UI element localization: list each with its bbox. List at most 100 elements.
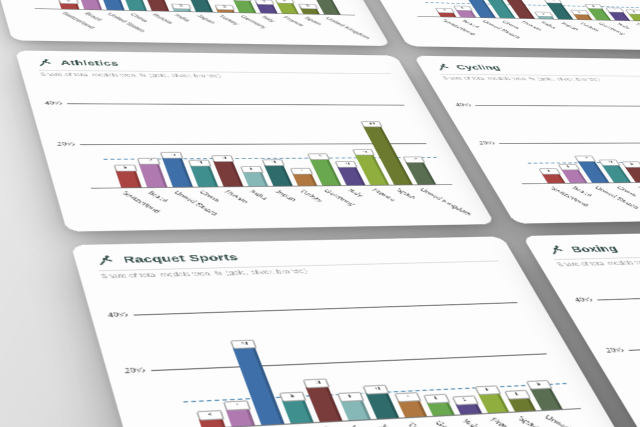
bar-germany[interactable]: 14	[307, 153, 341, 186]
average-line	[103, 157, 438, 160]
bar-china[interactable]: 9	[279, 391, 313, 424]
bar-switzerland[interactable]: 4	[196, 410, 225, 427]
x-axis-label: China	[197, 189, 222, 204]
bar-france[interactable]: 8	[274, 0, 299, 14]
bar-switzerland[interactable]: 6	[538, 167, 565, 184]
bar-france[interactable]: 8	[474, 385, 509, 413]
bar-russia[interactable]: 13	[302, 378, 342, 422]
bar-india[interactable]: 3	[534, 11, 554, 19]
bar-spain[interactable]: 6	[504, 389, 536, 412]
bar-switzerland[interactable]: 5	[58, 0, 79, 10]
y-axis-tick: 20%	[477, 140, 496, 146]
bar-russia[interactable]: 16	[502, 0, 535, 19]
bar-germany[interactable]: 9	[584, 3, 611, 21]
x-axis-line	[166, 408, 582, 427]
bar-china[interactable]: 11	[188, 159, 218, 187]
bar-spain[interactable]: 5	[297, 3, 320, 15]
bar-italy[interactable]: 7	[605, 7, 630, 21]
bar-united-states[interactable]: 28	[230, 339, 284, 425]
bar-turkey[interactable]: 3	[214, 4, 236, 13]
bar-united-kingdom[interactable]: 11	[314, 0, 341, 15]
bar-united-states[interactable]: 12	[574, 155, 609, 183]
header-divider	[553, 250, 640, 260]
bar-brazil[interactable]: 8	[557, 163, 587, 183]
bar-russia[interactable]: 10	[144, 0, 169, 12]
card-header: Boxing	[545, 238, 640, 256]
bar-spain[interactable]: 30	[360, 121, 413, 185]
bar-value-badge: 13	[302, 378, 331, 389]
x-axis-label: Japan	[195, 13, 217, 25]
bar-value-badge: 8	[274, 0, 295, 4]
x-axis-label: Russia	[520, 20, 543, 32]
bar-value-badge: 8	[474, 385, 502, 396]
card-header: Racquet Sports	[94, 246, 496, 266]
bar-brazil[interactable]: 12	[137, 158, 167, 188]
bar-value-badge: 6	[625, 9, 640, 15]
bar-brazil[interactable]: 6	[453, 5, 476, 18]
bar-japan[interactable]: 12	[543, 0, 573, 20]
bar-india[interactable]: 8	[337, 391, 371, 421]
bar-switzerland[interactable]: 9	[113, 164, 141, 188]
bar-japan[interactable]: 11	[261, 159, 293, 186]
x-axis-label: France	[281, 15, 305, 28]
chart-card-swimming[interactable]: SwimmingShare of total medals won, % (go…	[0, 0, 391, 47]
bar-value-badge: 15	[160, 151, 184, 159]
x-axis-label: United States	[171, 190, 219, 217]
bar-united-states[interactable]: 14	[465, 0, 496, 18]
bar-france[interactable]: 6	[625, 9, 640, 21]
bar-value-badge: 4	[435, 8, 456, 14]
x-axis-label: United States	[593, 185, 640, 211]
x-axis-label: Brazil	[145, 190, 170, 204]
bar-russia[interactable]: 13	[211, 155, 243, 187]
bar-united-states[interactable]: 30	[88, 0, 125, 11]
x-axis-label: France	[370, 187, 398, 203]
bar-value-badge: 28	[230, 339, 258, 350]
bar-italy[interactable]: 7	[254, 0, 277, 14]
bar-china[interactable]: 10	[598, 159, 631, 183]
gridline-20	[79, 143, 427, 146]
bar-italy[interactable]: 5	[451, 394, 482, 415]
bar-value-badge: 14	[307, 153, 331, 160]
bar-india[interactable]: 8	[240, 165, 268, 187]
bar-germany[interactable]: 6	[423, 393, 455, 416]
athletics-icon	[35, 58, 54, 67]
bar-china[interactable]: 12	[121, 0, 147, 11]
card-title: Boxing	[568, 243, 620, 255]
bar-value-badge: 12	[574, 155, 597, 163]
bar-germany[interactable]: 9	[231, 0, 256, 13]
bar-brazil[interactable]: 7	[223, 400, 255, 427]
x-axis-label: China	[128, 12, 150, 23]
bar-india[interactable]: 3	[171, 3, 192, 12]
chart-card-athletics[interactable]: Athletics Share of total medals won, % (g…	[15, 50, 496, 232]
x-axis-label: Japan	[377, 423, 406, 427]
y-axis-tick: 20%	[123, 367, 146, 375]
bar-switzerland[interactable]: 4	[435, 8, 456, 17]
bar-value-badge: 9	[526, 379, 553, 390]
x-axis-label: Spain	[515, 415, 543, 427]
bar-italy[interactable]: 10	[334, 161, 365, 186]
bar-japan[interactable]: 13	[186, 0, 213, 12]
bar-united-kingdom[interactable]: 9	[526, 379, 562, 411]
bar-value-badge: 8	[337, 391, 365, 402]
x-axis-label: France	[634, 22, 640, 34]
bar-brazil[interactable]: 9	[78, 0, 102, 10]
bar-value-badge: 6	[538, 167, 562, 175]
bar-china[interactable]: 24	[474, 0, 515, 19]
card-subtitle: Share of total medals won, % (gold, silv…	[555, 258, 640, 268]
average-line	[527, 161, 640, 164]
bar-turkey[interactable]: 5	[570, 9, 592, 20]
bar-russia[interactable]: 9	[621, 161, 640, 183]
bar-turkey[interactable]: 7	[290, 167, 317, 186]
card-title: Cycling	[454, 63, 503, 72]
x-axis-label: Italy	[260, 15, 277, 24]
bar-japan[interactable]: 10	[362, 384, 399, 419]
bar-value-badge: 3	[214, 4, 236, 11]
bar-turkey[interactable]: 7	[394, 391, 427, 418]
x-axis-label: China	[500, 20, 521, 30]
bar-united-states[interactable]: 15	[160, 151, 193, 187]
bar-value-badge: 5	[451, 394, 480, 405]
bar-value-badge: 9	[279, 391, 307, 402]
bar-united-kingdom[interactable]: 12	[402, 156, 436, 185]
bar-value-badge: 9	[231, 0, 252, 2]
bar-france[interactable]: 16	[352, 148, 389, 185]
